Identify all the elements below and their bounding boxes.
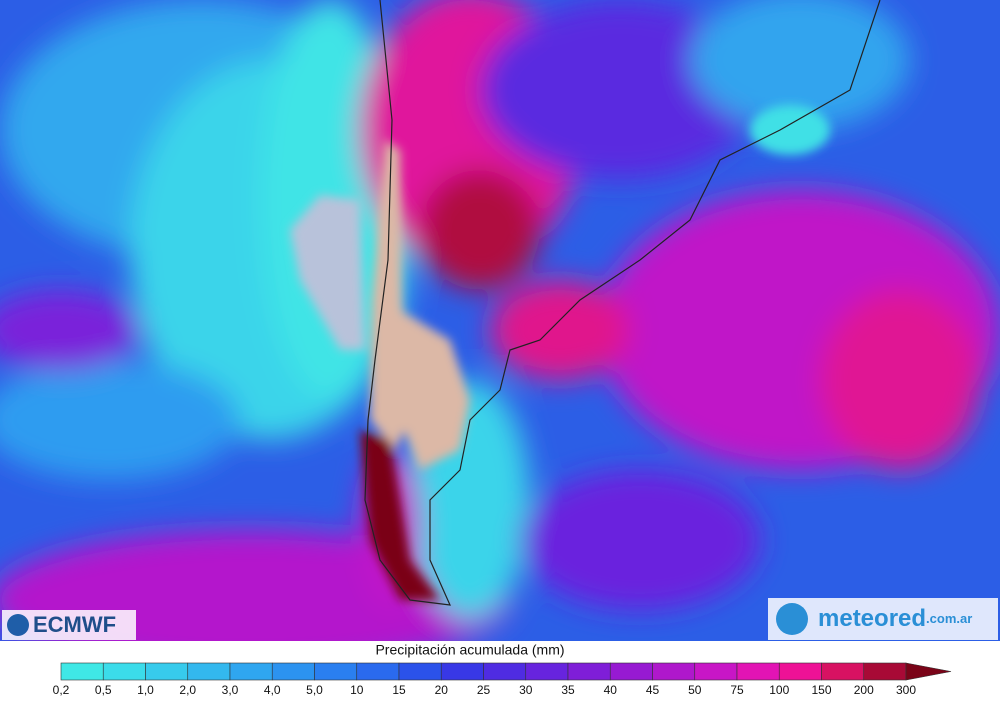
tick-label: 3,0 bbox=[222, 683, 239, 697]
color-bin bbox=[356, 662, 400, 681]
tick-label: 30 bbox=[519, 683, 533, 697]
tick-label: 10 bbox=[350, 683, 364, 697]
color-bin bbox=[187, 662, 231, 681]
tick-label: 2,0 bbox=[179, 683, 196, 697]
tick-label: 5,0 bbox=[306, 683, 323, 697]
tick-label: 4,0 bbox=[264, 683, 281, 697]
tick-label: 35 bbox=[561, 683, 575, 697]
color-bin bbox=[440, 662, 484, 681]
color-bin bbox=[483, 662, 527, 681]
meteored-logo: meteored.com.ar bbox=[768, 598, 998, 640]
logo-text: meteored.com.ar bbox=[818, 605, 972, 632]
precipitation-map bbox=[0, 0, 1000, 641]
color-bin bbox=[778, 662, 822, 681]
tick-label: 40 bbox=[604, 683, 618, 697]
color-bin bbox=[863, 662, 907, 681]
tick-label: 75 bbox=[730, 683, 744, 697]
color-bin bbox=[60, 662, 104, 681]
color-arrow bbox=[905, 662, 952, 681]
color-bin bbox=[145, 662, 189, 681]
tick-label: 100 bbox=[769, 683, 789, 697]
tick-label: 150 bbox=[811, 683, 831, 697]
color-bin bbox=[229, 662, 273, 681]
color-bin bbox=[736, 662, 780, 681]
color-bin bbox=[398, 662, 442, 681]
tick-label: 1,0 bbox=[137, 683, 154, 697]
tick-label: 45 bbox=[646, 683, 660, 697]
ecmwf-logo: ECMWF bbox=[2, 610, 136, 640]
tick-label: 50 bbox=[688, 683, 702, 697]
tick-label: 20 bbox=[435, 683, 449, 697]
color-bin bbox=[102, 662, 146, 681]
color-bin bbox=[525, 662, 569, 681]
color-bin bbox=[567, 662, 611, 681]
color-bin bbox=[821, 662, 865, 681]
legend-title: Precipitación acumulada (mm) bbox=[375, 642, 564, 658]
color-bin bbox=[652, 662, 696, 681]
color-bin bbox=[271, 662, 315, 681]
tick-label: 0,5 bbox=[95, 683, 112, 697]
colorbar: 0,2 0,5 1,0 2,0 3,0 4,0 5,0 10 15 20 25 30 35 40 45 50 7… bbox=[53, 662, 952, 697]
color-bin bbox=[609, 662, 653, 681]
tick-label: 25 bbox=[477, 683, 491, 697]
tick-label: 15 bbox=[392, 683, 406, 697]
tick-label: 0,2 bbox=[53, 683, 70, 697]
color-bin bbox=[314, 662, 358, 681]
tick-label: 300 bbox=[896, 683, 916, 697]
logo-text: ECMWF bbox=[33, 612, 116, 637]
color-bin bbox=[694, 662, 738, 681]
tick-label: 200 bbox=[854, 683, 874, 697]
